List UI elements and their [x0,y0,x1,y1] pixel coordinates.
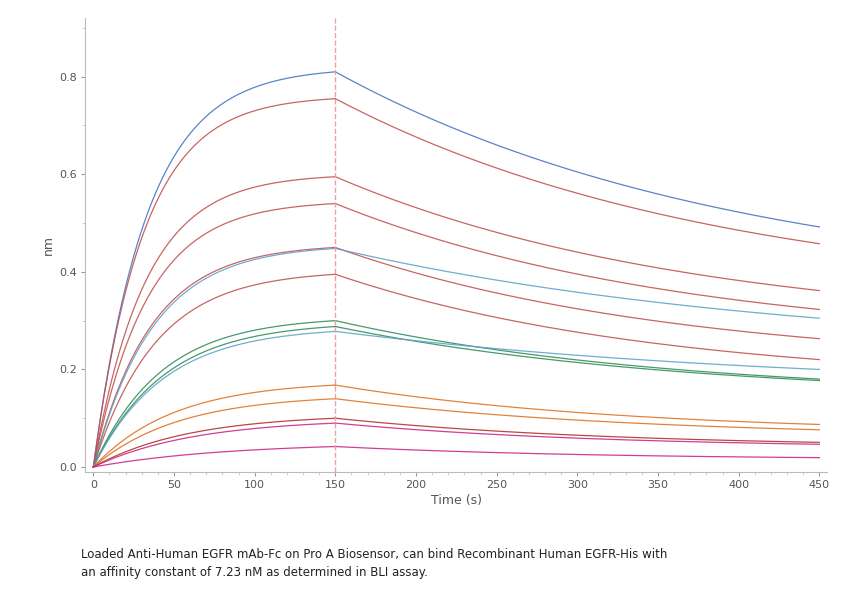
Text: an affinity constant of 7.23 nM as determined in BLI assay.: an affinity constant of 7.23 nM as deter… [81,566,428,578]
Y-axis label: nm: nm [42,235,55,255]
X-axis label: Time (s): Time (s) [430,494,481,508]
Text: Loaded Anti-Human EGFR mAb-Fc on Pro A Biosensor, can bind Recombinant Human EGF: Loaded Anti-Human EGFR mAb-Fc on Pro A B… [81,548,666,560]
